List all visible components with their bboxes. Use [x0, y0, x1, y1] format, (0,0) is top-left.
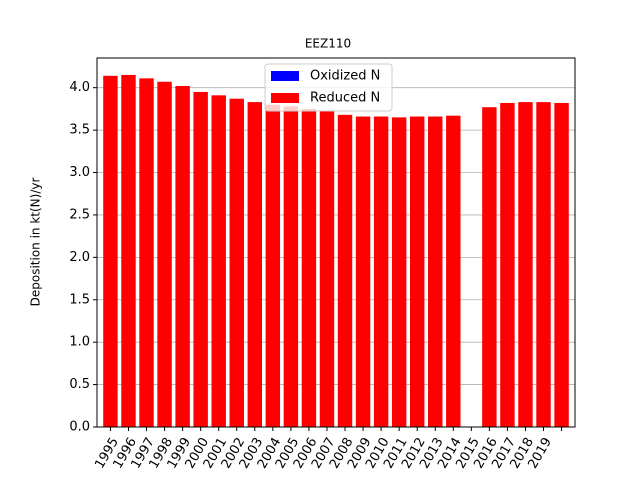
- bar: [554, 102, 569, 427]
- y-tick-label: 0.5: [69, 377, 90, 392]
- plot-frame: [96, 57, 576, 428]
- bar: [265, 104, 281, 427]
- legend-swatch: [271, 93, 299, 103]
- bar: [301, 108, 317, 428]
- chart-title: EEZ110: [305, 37, 351, 51]
- bar: [103, 75, 118, 428]
- bar: [482, 107, 497, 427]
- y-tick-label: 0.0: [69, 420, 90, 435]
- legend-label: Oxidized N: [310, 69, 380, 84]
- bar: [373, 116, 389, 427]
- bar: [446, 115, 461, 427]
- legend-swatch: [271, 71, 299, 81]
- y-tick-label: 2.0: [69, 250, 90, 265]
- bar: [283, 106, 299, 428]
- legend: Oxidized N Reduced N: [264, 63, 393, 112]
- y-tick-label: 3.5: [69, 123, 90, 138]
- bar: [518, 102, 533, 427]
- bar: [247, 102, 263, 427]
- legend-label: Reduced N: [310, 91, 380, 106]
- y-tick-label: 3.0: [69, 165, 90, 180]
- bar: [536, 102, 551, 427]
- bar: [211, 95, 226, 428]
- bar: [157, 81, 172, 428]
- bar: [319, 110, 335, 427]
- bar: [428, 116, 443, 427]
- bar: [337, 114, 353, 428]
- bar: [500, 102, 515, 427]
- bar: [355, 116, 371, 427]
- bar: [175, 85, 190, 427]
- bar: [193, 91, 208, 428]
- bar: [391, 117, 407, 428]
- y-tick-label: 1.0: [69, 335, 90, 350]
- y-tick-label: 2.5: [69, 207, 90, 222]
- y-tick-label: 4.0: [69, 80, 90, 95]
- y-axis-label: Deposition in kt(N)/yr: [29, 178, 43, 307]
- bar: [229, 98, 244, 428]
- bar: [139, 78, 154, 428]
- bar: [409, 116, 425, 427]
- y-tick-label: 1.5: [69, 292, 90, 307]
- bar: [121, 74, 136, 427]
